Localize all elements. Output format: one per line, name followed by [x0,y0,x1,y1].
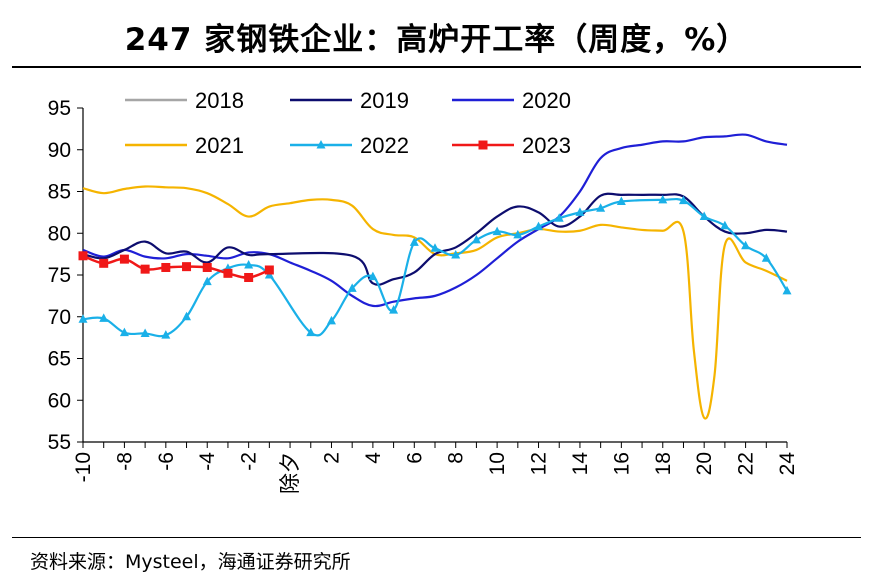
chart-title: 247 家钢铁企业：高炉开工率（周度，%） [124,22,749,58]
x-tick-label: 20 [693,452,716,475]
marker-2022 [409,237,419,246]
marker-2022 [596,203,606,212]
x-tick-label: 6 [403,452,426,464]
source-note: 资料来源：Mysteel，海通证券研究所 [30,551,351,573]
marker-2022 [513,229,523,239]
x-tick-label: -8 [113,452,136,471]
marker-2023 [161,262,171,272]
x-tick-label: 2 [320,452,343,464]
marker-2022 [430,243,440,252]
marker-2022 [554,213,564,222]
y-tick-label: 60 [48,389,71,412]
x-tick-label: 8 [445,452,468,464]
marker-2023 [78,251,88,261]
x-tick-label: -2 [238,452,261,471]
marker-2022 [699,211,709,221]
marker-2022 [720,220,730,230]
marker-2022 [326,315,336,325]
marker-2023 [140,264,150,274]
legend-label-2021: 2021 [195,133,244,158]
marker-2022 [575,207,585,216]
marker-2022 [678,195,688,205]
marker-2023 [244,273,254,283]
legend-marker-2022 [316,140,326,149]
legend-label-2023: 2023 [522,133,571,158]
legend-label-2020: 2020 [522,88,571,113]
marker-2022 [761,253,771,262]
legend-marker-2023 [478,140,488,150]
y-tick-label: 80 [48,222,71,245]
y-tick-label: 65 [48,348,71,371]
marker-2022 [741,240,751,250]
y-tick-label: 75 [48,264,71,287]
marker-2022 [202,276,212,286]
y-tick-label: 70 [48,306,71,329]
marker-2022 [471,234,481,244]
marker-2023 [223,268,233,278]
marker-2022 [119,327,129,337]
x-tick-label: 12 [528,452,551,475]
marker-2022 [492,226,502,236]
marker-2022 [616,196,626,206]
y-tick-label: 55 [48,431,71,454]
series-line-2020 [82,133,788,308]
x-tick-label: 22 [735,452,758,475]
marker-2022 [782,285,792,295]
marker-2023 [119,254,129,264]
marker-2023 [264,265,274,275]
x-tick-label: 16 [610,452,633,475]
marker-2022 [534,221,544,231]
y-tick-label: 85 [48,181,71,204]
x-tick-label: 10 [486,452,509,475]
y-tick-label: 95 [48,97,71,120]
legend-label-2022: 2022 [360,133,409,158]
marker-2022 [389,305,399,314]
marker-2022 [368,271,378,281]
legend-label-2019: 2019 [360,88,409,113]
series-line-2019 [82,192,788,286]
marker-2022 [451,249,461,259]
x-tick-label: 除夕 [279,452,302,494]
bottom-rule [12,537,861,538]
x-tick-label: 24 [776,452,799,476]
marker-2022 [99,313,109,322]
marker-2022 [140,328,150,337]
x-tick-label: 18 [652,452,675,475]
series-line-2021 [82,185,788,420]
marker-2022 [161,330,171,339]
legend-label-2018: 2018 [195,88,244,113]
x-tick-label: -4 [196,452,219,471]
marker-2023 [99,258,109,268]
marker-2022 [182,311,192,321]
x-tick-label: 4 [362,452,385,464]
marker-2022 [306,327,316,337]
top-rule [12,66,861,68]
x-tick-label: 14 [569,452,592,476]
marker-2023 [182,262,192,272]
x-tick-label: -6 [155,452,178,471]
x-tick-label: -10 [72,452,95,482]
marker-2022 [347,283,357,292]
marker-2023 [202,262,212,272]
marker-2022 [78,314,88,323]
marker-2022 [658,194,668,204]
series-line-2023 [82,254,270,279]
y-tick-label: 90 [48,139,71,162]
marker-2022 [244,259,254,269]
